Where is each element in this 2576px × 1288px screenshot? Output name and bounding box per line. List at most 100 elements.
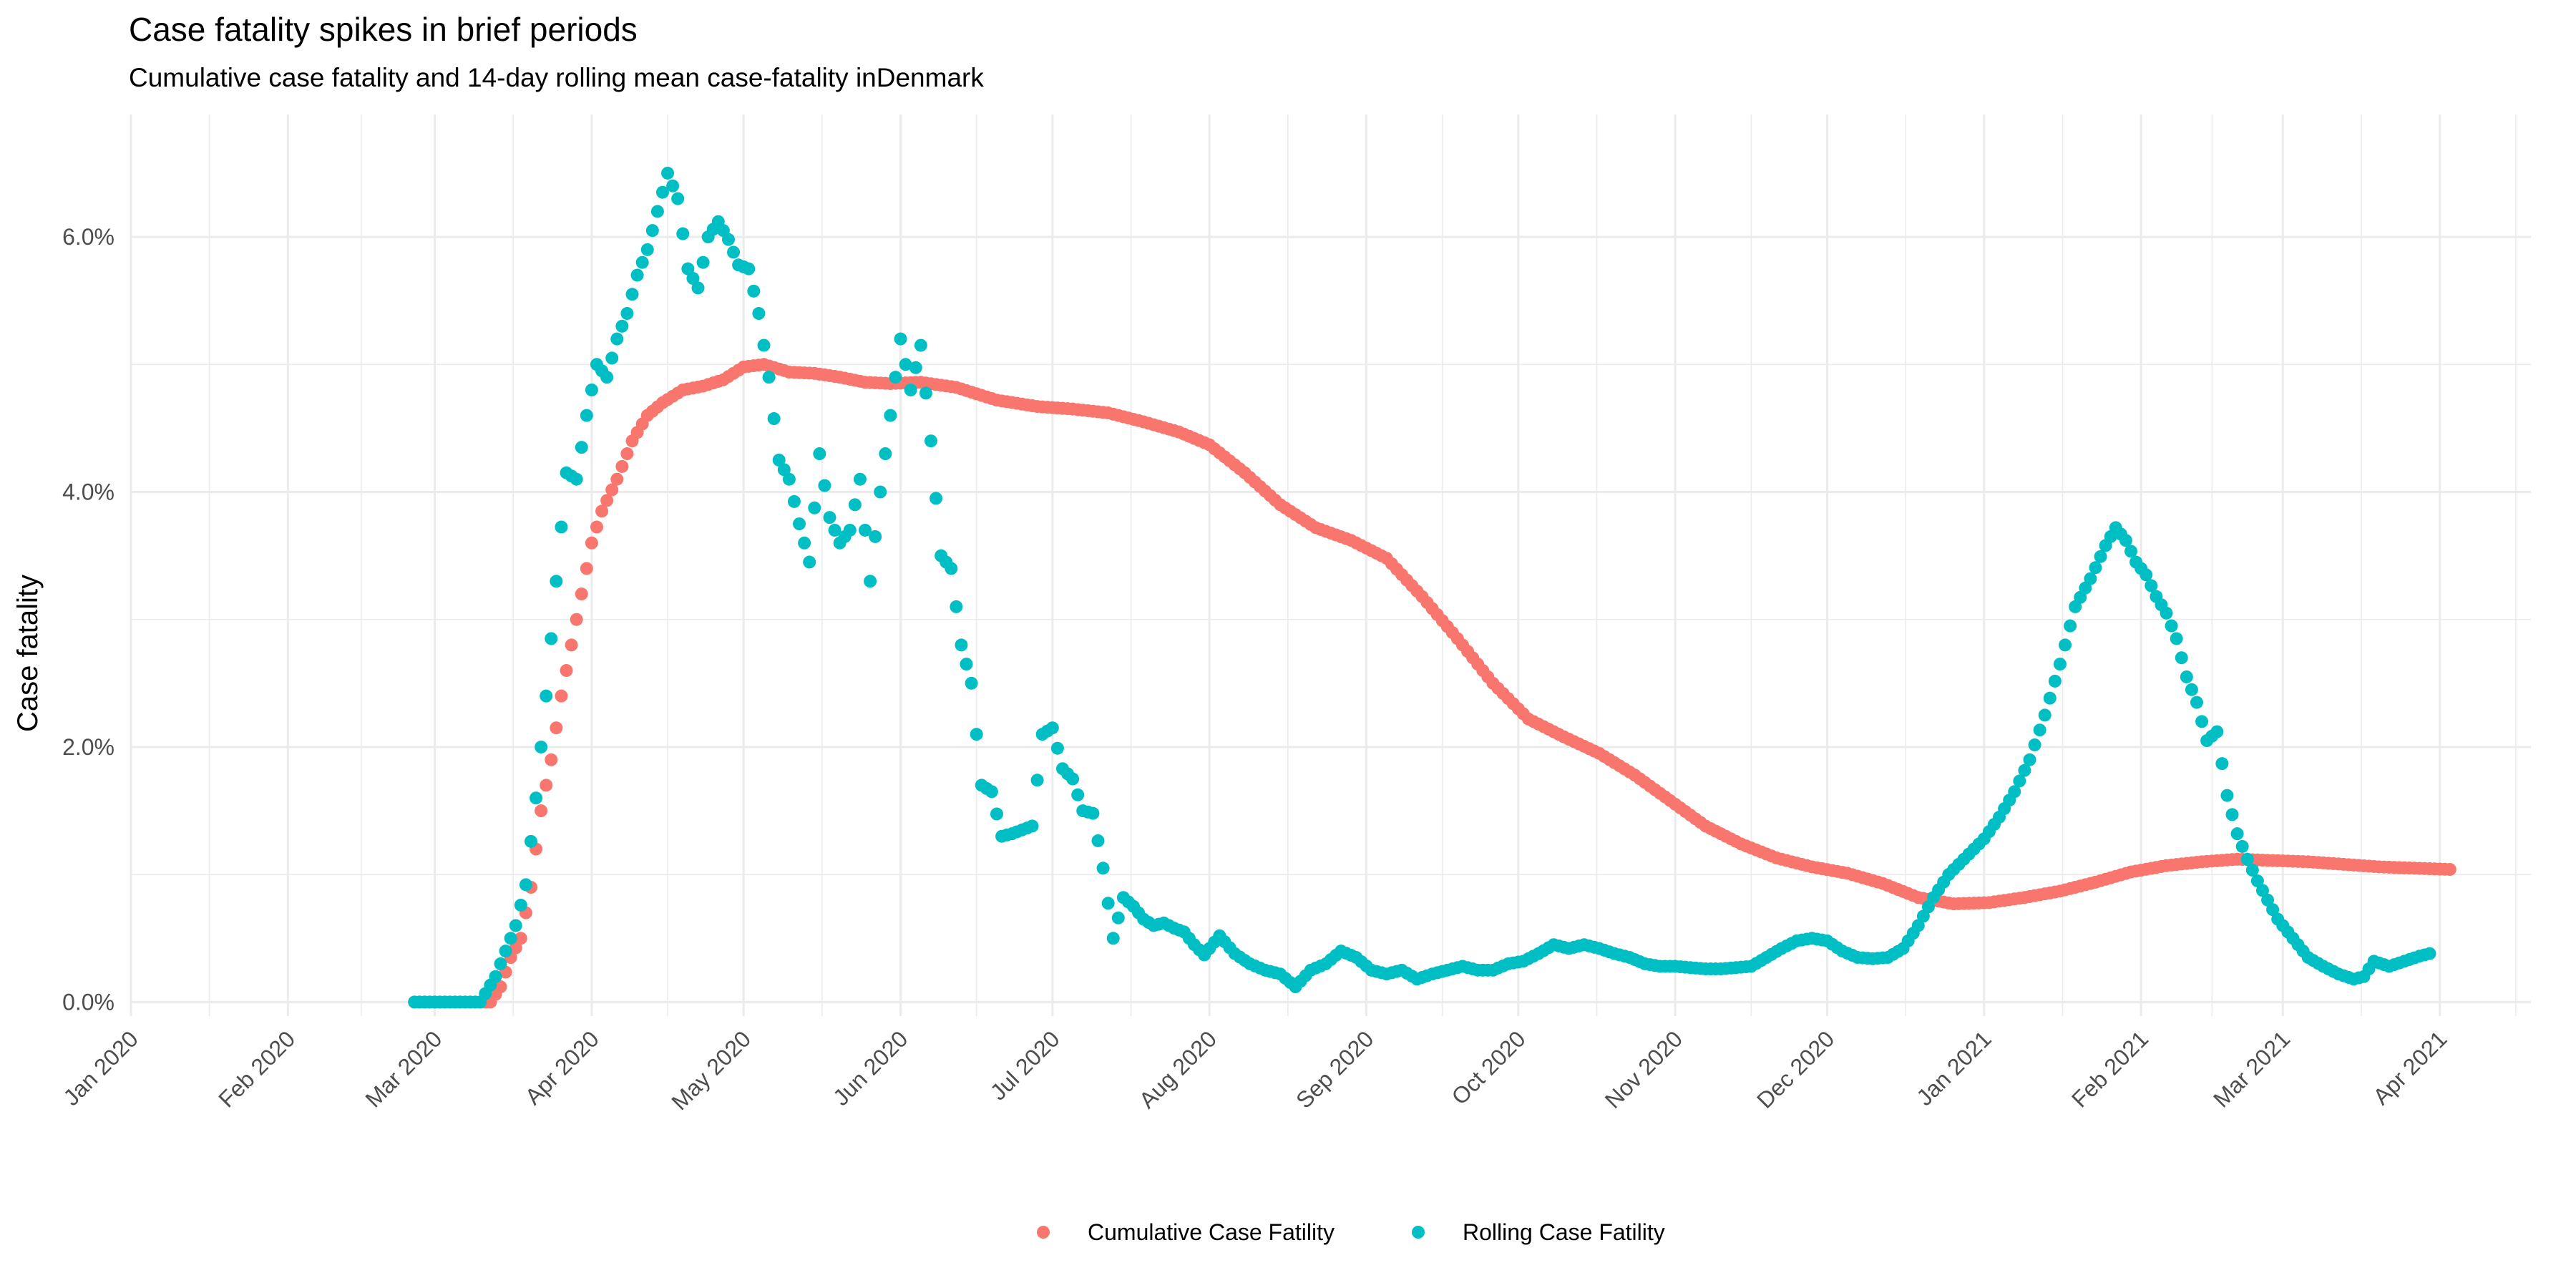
data-point xyxy=(721,233,735,246)
data-point xyxy=(2255,884,2269,897)
data-point xyxy=(960,658,973,671)
data-point xyxy=(550,721,563,735)
data-point xyxy=(519,878,532,892)
data-point xyxy=(691,281,705,295)
data-point xyxy=(676,227,690,240)
data-point xyxy=(620,447,634,461)
x-tick-label: Jul 2020 xyxy=(985,1025,1065,1105)
data-point xyxy=(545,632,558,645)
y-tick-label: 4.0% xyxy=(62,479,114,505)
chart-subtitle: Cumulative case fatality and 14-day roll… xyxy=(129,63,984,92)
x-tick-label: Jun 2020 xyxy=(828,1025,913,1111)
grid-lines xyxy=(130,114,2531,1016)
chart-title: Case fatality spikes in brief periods xyxy=(129,11,638,48)
data-point xyxy=(1071,788,1085,801)
data-point xyxy=(2180,670,2193,683)
data-point xyxy=(555,520,568,534)
data-point xyxy=(864,575,877,588)
data-point xyxy=(555,689,568,703)
data-point xyxy=(2119,534,2132,547)
x-tick-label: Aug 2020 xyxy=(1134,1025,1221,1113)
data-point xyxy=(514,898,527,912)
data-point xyxy=(2064,619,2077,633)
data-point xyxy=(540,779,553,792)
data-point xyxy=(757,338,771,352)
data-point xyxy=(752,307,766,321)
data-point xyxy=(610,472,624,486)
data-point xyxy=(1111,911,1125,924)
data-point xyxy=(640,243,654,256)
data-point xyxy=(970,728,983,741)
data-point xyxy=(747,284,761,298)
data-point xyxy=(2160,606,2173,620)
data-point xyxy=(2033,723,2046,737)
data-point xyxy=(904,383,917,396)
data-point xyxy=(2185,683,2198,696)
data-point xyxy=(1106,932,1120,945)
data-point xyxy=(772,453,786,467)
y-tick-label: 6.0% xyxy=(62,224,114,250)
x-tick-label: Jan 2021 xyxy=(1911,1025,1996,1111)
data-point xyxy=(2220,789,2234,802)
data-point xyxy=(2266,903,2280,917)
data-point xyxy=(803,555,816,569)
series-rolling-case-fatility xyxy=(408,166,2436,1009)
data-point xyxy=(742,262,756,275)
x-tick-label: Feb 2020 xyxy=(213,1025,300,1112)
data-point xyxy=(808,501,821,514)
data-point xyxy=(600,494,614,507)
data-point xyxy=(585,383,598,396)
data-point xyxy=(950,600,963,613)
y-axis-title: Case fatality xyxy=(12,575,44,732)
data-point xyxy=(605,483,619,497)
data-point xyxy=(1086,806,1100,820)
data-point xyxy=(530,791,543,805)
data-point xyxy=(494,980,507,994)
data-point xyxy=(1101,897,1115,910)
data-point xyxy=(650,205,664,218)
data-point xyxy=(2013,774,2026,788)
data-point xyxy=(2089,561,2102,575)
data-point xyxy=(630,268,644,282)
data-point xyxy=(2124,545,2137,558)
data-point xyxy=(1030,774,1044,787)
data-point xyxy=(2053,658,2067,671)
data-point xyxy=(2038,708,2051,722)
data-point xyxy=(499,945,512,958)
legend-label: Rolling Case Fatility xyxy=(1463,1219,1665,1245)
x-tick-label: Apr 2020 xyxy=(520,1025,604,1109)
data-point xyxy=(894,332,907,346)
data-point xyxy=(655,185,669,199)
data-point xyxy=(2261,893,2275,907)
data-point xyxy=(909,361,922,374)
data-point xyxy=(686,272,700,286)
y-tick-label: 2.0% xyxy=(62,734,114,760)
data-point xyxy=(535,740,548,753)
y-tick-label: 0.0% xyxy=(62,989,114,1015)
legend-label: Cumulative Case Fatility xyxy=(1088,1219,1335,1245)
data-point xyxy=(879,447,892,461)
data-point xyxy=(1025,819,1039,833)
data-point xyxy=(2145,579,2158,592)
data-point xyxy=(585,536,598,550)
data-point xyxy=(494,957,507,970)
data-point xyxy=(560,664,573,678)
data-point xyxy=(2443,863,2457,877)
data-point xyxy=(575,441,588,454)
data-point xyxy=(2225,808,2239,821)
data-point xyxy=(2028,738,2041,751)
data-point xyxy=(2165,619,2178,633)
data-point xyxy=(818,479,831,492)
data-point xyxy=(2094,550,2107,563)
data-point xyxy=(767,412,781,426)
data-point xyxy=(874,485,887,499)
data-point xyxy=(1096,862,1110,875)
x-tick-label: Sep 2020 xyxy=(1291,1025,1378,1113)
data-point xyxy=(985,785,998,799)
data-point xyxy=(696,255,710,269)
data-point xyxy=(545,753,558,766)
data-point xyxy=(2018,763,2031,777)
data-point xyxy=(1045,721,1059,735)
x-tick-label: Nov 2020 xyxy=(1600,1025,1687,1113)
data-point xyxy=(509,941,522,955)
